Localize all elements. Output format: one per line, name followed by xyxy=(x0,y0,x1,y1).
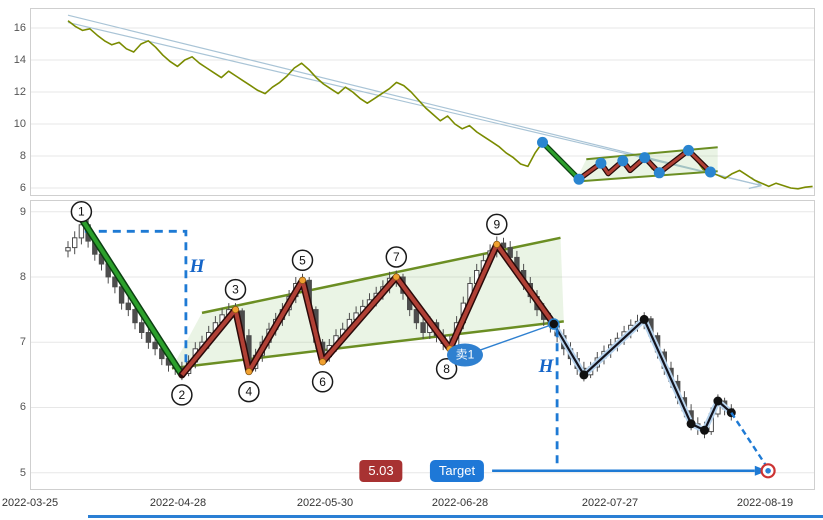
main-y-tick-label: 7 xyxy=(19,336,26,348)
post-line-dot xyxy=(579,370,589,380)
panel-border xyxy=(30,200,815,490)
target-label-badge[interactable]: Target xyxy=(429,460,485,482)
pattern-point-dot[interactable] xyxy=(683,144,694,156)
target-marker-center xyxy=(765,468,771,474)
x-tick-label: 2022-06-28 xyxy=(431,497,489,509)
zigzag-vertex-dot xyxy=(319,358,327,366)
pattern-point-dot[interactable] xyxy=(595,157,607,169)
post-line-dot xyxy=(700,425,709,435)
overview-y-tick-label: 10 xyxy=(13,118,26,130)
overview-y-tick-label: 8 xyxy=(19,150,26,162)
scrollbar-highlight[interactable] xyxy=(88,515,823,518)
post-line-dot xyxy=(686,419,696,429)
overview-y-tick-label: 14 xyxy=(13,54,26,66)
overview-y-tick-label: 12 xyxy=(13,86,26,98)
pattern-point-dot[interactable] xyxy=(573,173,585,185)
zigzag-vertex-dot xyxy=(493,240,501,248)
wave-number-label: 4 xyxy=(246,385,253,399)
wave-number-circle[interactable] xyxy=(486,213,508,236)
x-tick-label: 2022-05-30 xyxy=(296,497,354,509)
wave-number-circle[interactable] xyxy=(70,200,93,223)
x-tick-label: 2022-08-19 xyxy=(736,497,794,509)
wave-number-circle[interactable] xyxy=(311,371,334,393)
channel-line xyxy=(171,320,564,370)
wave-number-circle[interactable] xyxy=(385,246,408,268)
wave-number-circle[interactable] xyxy=(238,380,260,403)
wave-number-label: 6 xyxy=(319,375,326,389)
x-tick-label: 2022-03-25 xyxy=(1,497,59,509)
channel-line xyxy=(586,146,718,161)
panel-border xyxy=(30,8,815,196)
post-line-dot xyxy=(713,396,723,406)
wave-number-label: 1 xyxy=(78,205,85,219)
zigzag-vertex-dot xyxy=(392,273,400,281)
wave-number-circle[interactable] xyxy=(435,358,458,380)
main-candlestick-panel[interactable]: 1 2 3 4 5 6 7 8 9 xyxy=(30,200,815,490)
wave-number-circle[interactable] xyxy=(224,278,247,301)
pattern-point-dot[interactable] xyxy=(653,167,665,179)
zigzag-vertex-dot xyxy=(231,306,240,314)
main-y-tick-label: 6 xyxy=(19,401,26,413)
wave-number-label: 7 xyxy=(393,250,400,264)
overview-y-tick-label: 16 xyxy=(13,22,26,34)
sell-signal-badge[interactable]: 卖1 xyxy=(447,343,483,367)
wave-number-label: 3 xyxy=(232,283,239,297)
channel-line xyxy=(575,170,718,183)
measure-h-label-2: H xyxy=(538,356,554,377)
zigzag-vertex-dot xyxy=(298,276,307,284)
main-y-tick-label: 5 xyxy=(19,467,26,479)
overview-chart-panel[interactable] xyxy=(30,8,815,196)
wave-number-label: 9 xyxy=(493,217,500,231)
x-tick-label: 2022-04-28 xyxy=(149,497,207,509)
x-tick-label: 2022-07-27 xyxy=(581,497,639,509)
pattern-point-dot[interactable] xyxy=(704,166,716,178)
post-line-dot xyxy=(639,314,649,324)
wave-number-label: 8 xyxy=(443,362,450,376)
wave-number-circle[interactable] xyxy=(171,384,193,406)
wave-number-label: 5 xyxy=(299,253,306,267)
main-y-tick-label: 8 xyxy=(19,271,26,283)
wave-number-label: 2 xyxy=(179,388,186,402)
sell-point-dot[interactable] xyxy=(547,318,560,330)
pattern-point-dot[interactable] xyxy=(537,136,548,148)
projection-dashed-line xyxy=(730,412,770,470)
overview-y-tick-label: 6 xyxy=(19,182,26,194)
target-price-badge: 5.03 xyxy=(359,460,403,482)
pattern-point-dot[interactable] xyxy=(639,152,651,164)
measure-h-label-1: H xyxy=(189,256,205,277)
impulse-line xyxy=(79,217,184,376)
main-y-tick-label: 9 xyxy=(19,206,26,218)
pattern-point-dot[interactable] xyxy=(617,155,629,167)
impulse-line xyxy=(541,141,581,181)
measure-h1-dashed-line xyxy=(84,229,188,369)
zigzag-vertex-dot xyxy=(245,368,253,376)
wave-number-circle[interactable] xyxy=(291,249,314,272)
wedge-arrowhead-icon xyxy=(748,184,762,190)
